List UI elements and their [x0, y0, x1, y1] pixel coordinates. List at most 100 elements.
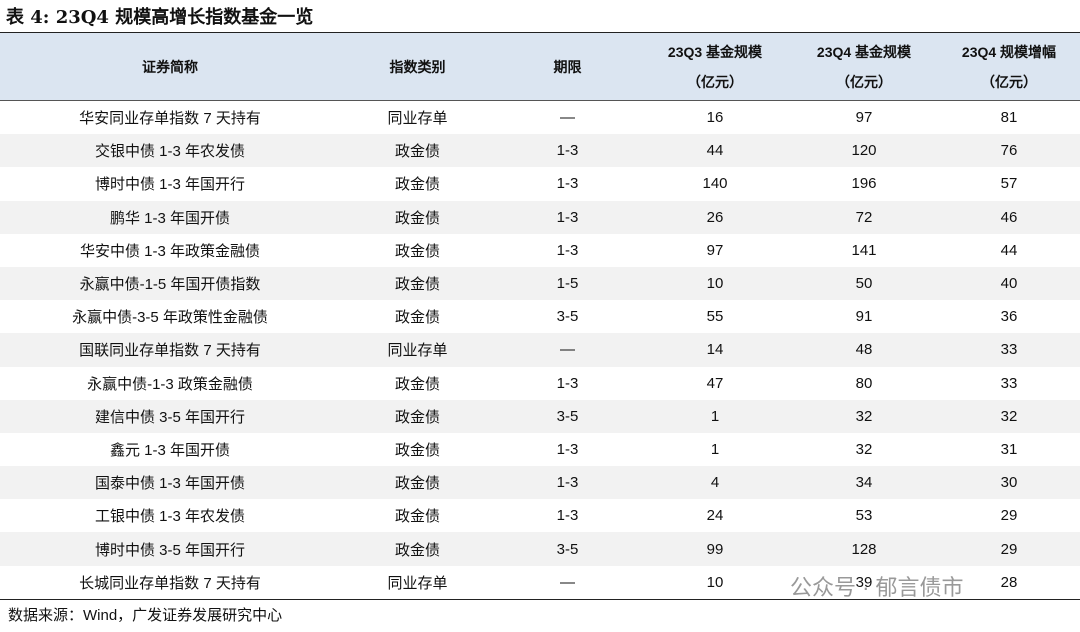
table-cell: 同业存单	[387, 110, 448, 128]
table-cell: 53	[855, 507, 873, 525]
table-cell: 4	[710, 474, 720, 492]
source: 数据来源：Wind，广发证券发展研究中心	[8, 607, 283, 624]
table-cell: 1-3	[556, 175, 579, 193]
header-text: 证券简称	[142, 58, 198, 75]
header-text: （亿元）	[687, 73, 743, 90]
table-cell: 57	[1000, 175, 1018, 193]
table-cell: 国泰中债 1-3 年国开债	[94, 475, 245, 493]
table-cell: 26	[706, 208, 724, 226]
table-cell: 政金债	[394, 375, 440, 393]
table-cell: 政金债	[394, 475, 440, 493]
table-cell: 32	[855, 407, 873, 425]
table-cell: 32	[855, 440, 873, 458]
table-cell: 39	[855, 573, 873, 591]
header-cell: 期限	[495, 52, 640, 82]
table-cell: 3-5	[556, 540, 579, 558]
table: 证券简称 指数类别 期限 23Q3 基金规模 （亿元） 23Q4 基金规模 （亿元） 23Q4…	[0, 32, 1080, 600]
table-cell: 24	[706, 507, 724, 525]
table-cell: 40	[1000, 275, 1018, 293]
table-cell: 47	[706, 374, 724, 392]
table-cell: 1-3	[556, 241, 579, 259]
table-row: 博时中债 1-3 年国开行 政金债 1-3 140 196 57	[0, 167, 1080, 200]
header-cell: 23Q4 规模增幅 （亿元）	[938, 37, 1080, 97]
table-cell: 80	[855, 374, 873, 392]
table-cell: 196	[851, 175, 877, 193]
table-cell: 鑫元 1-3 年国开债	[109, 441, 230, 459]
table-cell: —	[560, 109, 575, 127]
table-cell: 政金债	[394, 309, 440, 327]
table-cell: 81	[1000, 109, 1018, 127]
table-row: 华安同业存单指数 7 天持有 同业存单 — 16 97 81	[0, 101, 1080, 134]
table-cell: 50	[855, 275, 873, 293]
table-cell: 1	[710, 440, 720, 458]
table-row: 博时中债 3-5 年国开行 政金债 3-5 99 128 29	[0, 532, 1080, 566]
table-cell: 长城同业存单指数 7 天持有	[79, 574, 261, 592]
watermark: 公众号 · 郁言债市	[790, 575, 964, 600]
header-text: 23Q4 基金规模	[816, 43, 912, 60]
table-row: 永赢中债-1-5 年国开债指数 政金债 1-5 10 50 40	[0, 266, 1080, 301]
table-cell: 55	[706, 308, 724, 326]
table-cell: 97	[706, 241, 724, 259]
table-cell: 华安中债 1-3 年政策金融债	[79, 242, 261, 260]
header-text: （亿元）	[981, 73, 1037, 90]
table-cell: 政金债	[394, 176, 440, 194]
header-text: 23Q3 基金规模	[667, 43, 763, 60]
table-cell: 44	[706, 142, 724, 160]
table-cell: 91	[855, 308, 873, 326]
table-row: 国联同业存单指数 7 天持有 同业存单 — 14 48 33	[0, 333, 1080, 367]
table-row: 华安中债 1-3 年政策金融债 政金债 1-3 97 141 44	[0, 234, 1080, 267]
table-cell: 3-5	[556, 308, 579, 326]
table-cell: 29	[1000, 507, 1018, 525]
table-cell: 33	[1000, 341, 1018, 359]
table-cell: 10	[706, 275, 724, 293]
table-row: 永赢中债-3-5 年政策性金融债 政金债 3-5 55 91 36	[0, 300, 1080, 333]
table-cell: 同业存单	[387, 574, 448, 592]
table-cell: 1-5	[556, 275, 579, 293]
table-cell: 永赢中债-1-3 政策金融债	[87, 375, 253, 393]
table-cell: 博时中债 3-5 年国开行	[94, 541, 245, 559]
table-cell: 28	[1000, 573, 1018, 591]
table-cell: 1-3	[556, 507, 579, 525]
table-cell: 政金债	[394, 541, 440, 559]
table-cell: 政金债	[394, 242, 440, 260]
table-cell: 31	[1000, 440, 1018, 458]
table-row: 工银中债 1-3 年农发债 政金债 1-3 24 53 29	[0, 499, 1080, 532]
header-text: 23Q4 规模增幅	[961, 43, 1057, 60]
table-cell: 1	[710, 407, 720, 425]
table-cell: 建信中债 3-5 年国开行	[94, 408, 245, 426]
table-cell: 工银中债 1-3 年农发债	[94, 508, 245, 526]
header-text: 指数类别	[389, 58, 446, 75]
header-text: 期限	[553, 58, 582, 75]
title: 表 4: 23Q4 规模高增长指数基金一览	[6, 7, 314, 28]
table-row: 国泰中债 1-3 年国开债 政金债 1-3 4 34 30	[0, 466, 1080, 500]
table-row: 交银中债 1-3 年农发债 政金债 1-3 44 120 76	[0, 134, 1080, 168]
table-cell: 政金债	[394, 143, 440, 161]
table-cell: 48	[855, 341, 873, 359]
table-cell: 99	[706, 540, 724, 558]
table-cell: 44	[1000, 241, 1018, 259]
table-row: 永赢中债-1-3 政策金融债 政金债 1-3 47 80 33	[0, 367, 1080, 400]
table-cell: 140	[702, 175, 728, 193]
table-row: 长城同业存单指数 7 天持有 同业存单 — 10 39 28	[0, 566, 1080, 599]
table-row: 鑫元 1-3 年国开债 政金债 1-3 1 32 31	[0, 433, 1080, 466]
table-cell: 10	[706, 573, 724, 591]
table-cell: 30	[1000, 474, 1018, 492]
table-cell: 32	[1000, 407, 1018, 425]
header-cell: 23Q4 基金规模 （亿元）	[790, 37, 938, 97]
table-cell: 16	[706, 109, 724, 127]
table-cell: 120	[851, 142, 877, 160]
table-cell: 36	[1000, 308, 1018, 326]
table-cell: 永赢中债-3-5 年政策性金融债	[72, 309, 268, 327]
table-cell: 博时中债 1-3 年国开行	[94, 176, 245, 194]
table-cell: 141	[851, 241, 877, 259]
table-cell: 76	[1000, 142, 1018, 160]
table-cell: 29	[1000, 540, 1018, 558]
table-cell: 国联同业存单指数 7 天持有	[79, 342, 261, 360]
table-cell: 128	[851, 540, 877, 558]
header-cell: 证券简称	[0, 52, 340, 82]
table-cell: 交银中债 1-3 年农发债	[94, 143, 245, 161]
header-cell: 指数类别	[340, 52, 495, 82]
table-cell: 政金债	[394, 276, 440, 294]
table-cell: 同业存单	[387, 342, 448, 360]
